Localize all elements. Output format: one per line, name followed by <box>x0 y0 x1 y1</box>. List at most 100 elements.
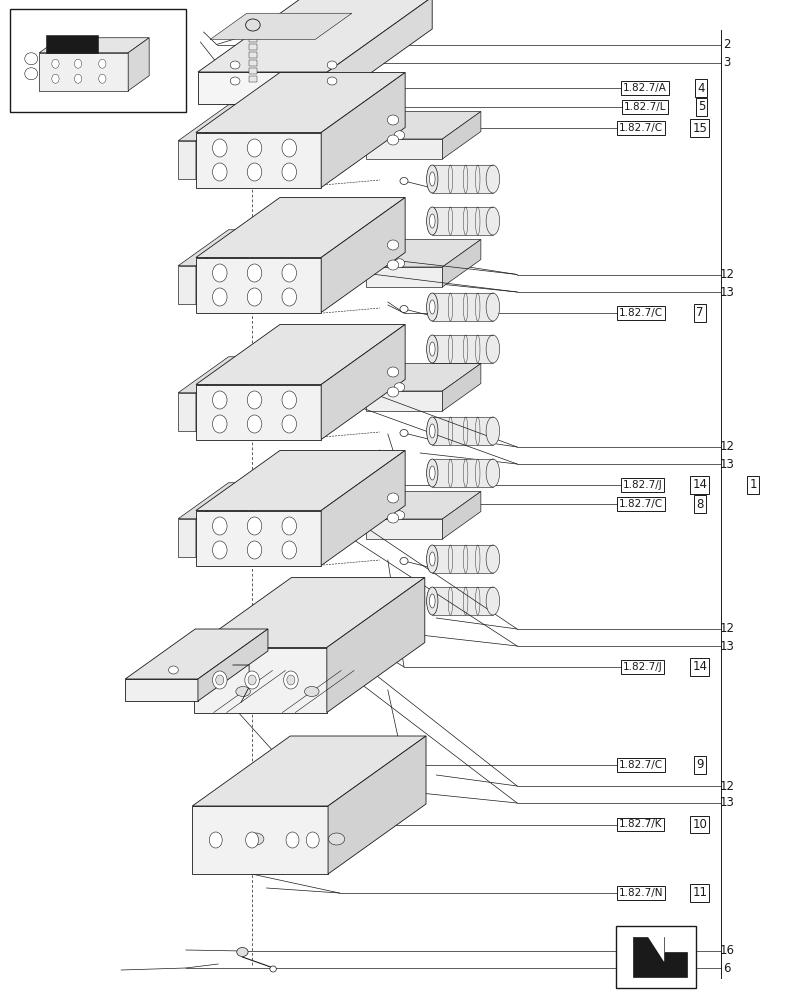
Text: 1: 1 <box>749 479 757 491</box>
Text: 14: 14 <box>692 479 707 491</box>
Ellipse shape <box>400 429 408 436</box>
Polygon shape <box>178 230 246 266</box>
Text: 1.82.7/C: 1.82.7/C <box>619 308 663 318</box>
Ellipse shape <box>282 139 297 157</box>
Polygon shape <box>196 483 246 557</box>
Text: 1.82.7/A: 1.82.7/A <box>623 83 667 93</box>
Text: 6: 6 <box>723 962 731 974</box>
Polygon shape <box>321 450 405 566</box>
Ellipse shape <box>305 686 319 696</box>
Bar <box>616 926 696 988</box>
Polygon shape <box>192 736 426 806</box>
Polygon shape <box>443 111 481 159</box>
Ellipse shape <box>52 74 59 83</box>
Polygon shape <box>196 450 405 510</box>
Polygon shape <box>196 510 321 566</box>
Ellipse shape <box>169 666 179 674</box>
Polygon shape <box>192 806 328 874</box>
Polygon shape <box>125 629 268 679</box>
Polygon shape <box>432 545 493 573</box>
Text: 1.82.7/C: 1.82.7/C <box>619 123 663 133</box>
Ellipse shape <box>486 335 499 363</box>
Ellipse shape <box>213 391 227 409</box>
Ellipse shape <box>329 833 345 845</box>
Text: 13: 13 <box>720 286 734 298</box>
Ellipse shape <box>230 61 240 69</box>
Polygon shape <box>40 38 149 53</box>
Ellipse shape <box>282 163 297 181</box>
Text: 3: 3 <box>723 56 731 69</box>
Ellipse shape <box>387 367 398 377</box>
Ellipse shape <box>486 293 499 321</box>
Ellipse shape <box>306 832 319 848</box>
Text: 10: 10 <box>692 818 707 831</box>
Ellipse shape <box>287 675 295 685</box>
Ellipse shape <box>387 387 398 397</box>
Polygon shape <box>198 72 327 104</box>
Polygon shape <box>210 13 351 39</box>
Polygon shape <box>365 239 481 267</box>
Ellipse shape <box>99 74 106 83</box>
Ellipse shape <box>213 671 227 689</box>
Ellipse shape <box>394 131 405 140</box>
Ellipse shape <box>247 139 262 157</box>
Polygon shape <box>432 165 493 193</box>
Polygon shape <box>365 267 443 287</box>
Ellipse shape <box>237 948 248 956</box>
Ellipse shape <box>282 391 297 409</box>
Polygon shape <box>194 648 326 712</box>
Text: 4: 4 <box>697 82 705 95</box>
Ellipse shape <box>247 541 262 559</box>
Ellipse shape <box>282 541 297 559</box>
Text: 15: 15 <box>692 121 707 134</box>
Ellipse shape <box>486 207 499 235</box>
Polygon shape <box>633 937 687 977</box>
Ellipse shape <box>486 545 499 573</box>
Polygon shape <box>321 73 405 188</box>
Bar <box>10 9 186 112</box>
Ellipse shape <box>486 459 499 487</box>
Ellipse shape <box>52 59 59 68</box>
Ellipse shape <box>213 139 227 157</box>
Ellipse shape <box>486 165 499 193</box>
Polygon shape <box>178 483 246 519</box>
Polygon shape <box>443 239 481 287</box>
Polygon shape <box>321 324 405 440</box>
Text: 11: 11 <box>692 886 707 900</box>
Text: 5: 5 <box>697 101 705 113</box>
Polygon shape <box>321 198 405 312</box>
Ellipse shape <box>427 545 438 573</box>
Polygon shape <box>196 105 246 179</box>
Ellipse shape <box>247 391 262 409</box>
Polygon shape <box>365 519 443 539</box>
Bar <box>249 60 257 66</box>
Ellipse shape <box>282 288 297 306</box>
Ellipse shape <box>486 417 499 445</box>
Polygon shape <box>40 53 128 91</box>
Ellipse shape <box>213 264 227 282</box>
Polygon shape <box>125 679 198 701</box>
Ellipse shape <box>394 383 405 392</box>
Ellipse shape <box>74 74 82 83</box>
Polygon shape <box>196 132 321 188</box>
Text: 1.82.7/J: 1.82.7/J <box>622 662 663 672</box>
Text: 14: 14 <box>692 660 707 674</box>
Text: 1.82.7/C: 1.82.7/C <box>619 760 663 770</box>
Polygon shape <box>432 417 493 445</box>
Ellipse shape <box>74 59 82 68</box>
Bar <box>249 28 257 34</box>
Polygon shape <box>432 335 493 363</box>
Ellipse shape <box>427 335 438 363</box>
Ellipse shape <box>427 165 438 193</box>
Text: 13: 13 <box>720 796 734 810</box>
Ellipse shape <box>387 240 398 250</box>
Text: 12: 12 <box>720 622 734 636</box>
Polygon shape <box>178 266 196 304</box>
Ellipse shape <box>247 415 262 433</box>
Polygon shape <box>178 141 196 179</box>
Ellipse shape <box>394 511 405 520</box>
Ellipse shape <box>25 68 38 80</box>
Ellipse shape <box>430 552 435 566</box>
Ellipse shape <box>216 675 224 685</box>
Polygon shape <box>128 38 149 91</box>
